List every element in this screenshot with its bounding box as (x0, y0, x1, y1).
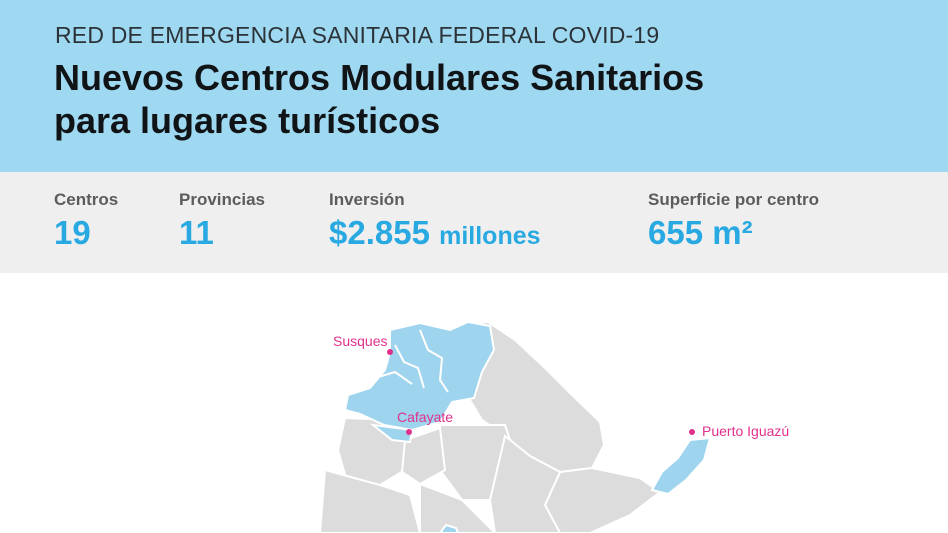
stat-unit: millones (439, 222, 541, 250)
border-line (374, 370, 413, 385)
label-cafayate: Cafayate (397, 409, 453, 425)
stat-provincias: Provincias 11 (179, 190, 265, 250)
stats-bar: Centros 19 Provincias 11 Inversión $2.85… (0, 172, 948, 273)
province-salta-west (369, 423, 414, 444)
label-puerto-iguazu: Puerto Iguazú (702, 423, 789, 439)
province-corrientes (543, 466, 662, 533)
province-misiones (650, 436, 712, 496)
argentina-map: Susques Cafayate Puerto Iguazú (318, 320, 789, 533)
border-line (419, 329, 449, 393)
stat-value: $2.855 millones (329, 216, 541, 253)
stat-value: 11 (179, 214, 214, 251)
marker-puerto-iguazu (689, 429, 695, 435)
province-small-highlight (438, 523, 460, 533)
stat-label: Inversión (329, 190, 405, 209)
stat-centros: Centros 19 (54, 190, 118, 250)
stat-label: Centros (54, 190, 119, 209)
province-tucuman (400, 426, 447, 486)
header-banner: RED DE EMERGENCIA SANITARIA FEDERAL COVI… (0, 0, 948, 172)
province-la-rioja (318, 468, 422, 533)
province-santa-fe (488, 434, 562, 533)
label-susques: Susques (333, 333, 387, 349)
marker-cafayate (406, 429, 412, 435)
marker-susques (387, 349, 393, 355)
stat-value: 655 m² (648, 214, 753, 251)
stat-label: Provincias (179, 190, 265, 209)
stat-inversion: Inversión $2.855 millones (329, 190, 541, 253)
stat-superficie: Superficie por centro 655 m² (648, 190, 819, 250)
kicker-text: RED DE EMERGENCIA SANITARIA FEDERAL COVI… (55, 22, 660, 48)
stat-amount: $2.855 (329, 214, 430, 251)
map-area: Susques Cafayate Puerto Iguazú (0, 273, 948, 533)
stat-label: Superficie por centro (648, 190, 819, 209)
title-line-1: Nuevos Centros Modulares Sanitarios (54, 57, 705, 98)
page-title: Nuevos Centros Modulares Sanitarios para… (54, 56, 704, 142)
province-cordoba (419, 482, 497, 533)
title-line-2: para lugares turísticos (54, 100, 441, 141)
stat-value: 19 (54, 214, 91, 251)
border-line (394, 344, 425, 389)
